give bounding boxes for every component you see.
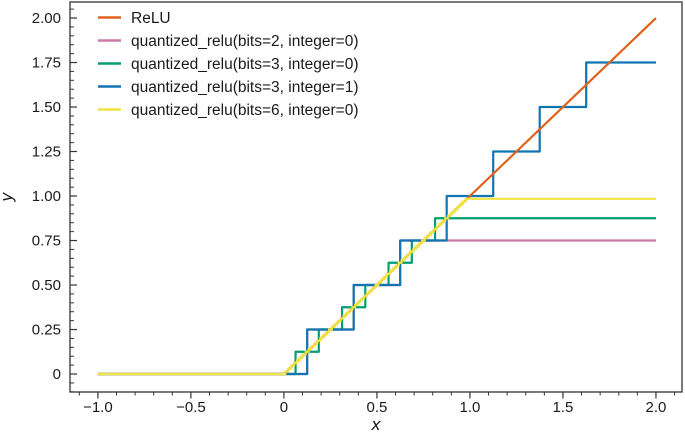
- legend-item: quantized_relu(bits=3, integer=1): [98, 79, 358, 96]
- y-tick-label: 1.50: [32, 99, 61, 116]
- legend-label: quantized_relu(bits=3, integer=1): [131, 79, 358, 96]
- series-line-quantized-relu-b2-i0: [97, 239, 656, 376]
- x-tick-label: −0.5: [176, 399, 206, 416]
- y-tick-label: 2.00: [32, 10, 61, 27]
- y-tick-label: 0: [53, 366, 61, 383]
- legend-item: quantized_relu(bits=2, integer=0): [98, 33, 358, 50]
- x-tick-label: 0.5: [367, 399, 388, 416]
- x-tick-label: 0: [280, 399, 288, 416]
- y-tick-label: 1.25: [32, 144, 61, 161]
- legend-item: ReLU: [98, 10, 171, 27]
- x-tick-label: 2.0: [646, 399, 667, 416]
- series-line-quantized-relu-b6-i0: [97, 197, 656, 376]
- x-tick-label: 1.0: [460, 399, 481, 416]
- x-axis-label: x: [370, 415, 381, 434]
- legend-label: ReLU: [131, 10, 171, 27]
- x-tick-label: −1.0: [83, 399, 113, 416]
- y-tick-label: 1.00: [32, 188, 61, 205]
- x-axis: −1.0 −0.5 0 0.5 1.0 1.5 2.0: [78, 392, 676, 416]
- y-tick-label: 0.50: [32, 277, 61, 294]
- x-tick-label: 1.5: [553, 399, 574, 416]
- legend-item: quantized_relu(bits=6, integer=0): [98, 102, 358, 119]
- series-lines: [97, 17, 657, 376]
- legend-item: quantized_relu(bits=3, integer=0): [98, 56, 358, 73]
- plot-border: [69, 1, 683, 393]
- y-axis: 0 0.25 0.50 0.75 1.00 1.25 1.50 1.75 2.00: [32, 8, 77, 393]
- y-tick-label: 0.75: [32, 233, 61, 250]
- legend-label: quantized_relu(bits=3, integer=0): [131, 56, 358, 73]
- series-line-quantized-relu-b3-i0: [97, 217, 656, 376]
- legend-label: quantized_relu(bits=2, integer=0): [131, 33, 358, 50]
- y-tick-label: 0.25: [32, 322, 61, 339]
- legend-label: quantized_relu(bits=6, integer=0): [131, 102, 358, 119]
- y-tick-label: 1.75: [32, 55, 61, 72]
- y-axis-label: y: [0, 192, 16, 203]
- legend: ReLU quantized_relu(bits=2, integer=0) qua…: [98, 10, 358, 119]
